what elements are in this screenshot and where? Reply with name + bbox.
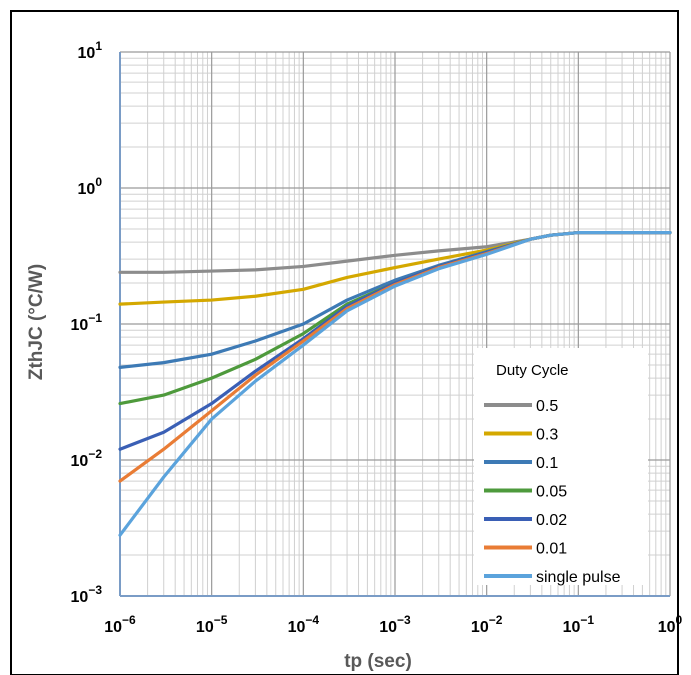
- y-tick-exponent: 0: [95, 175, 102, 189]
- y-tick-base: 10: [71, 589, 89, 606]
- x-tick-exponent: −1: [580, 613, 594, 627]
- x-tick-label: 10−1: [563, 613, 595, 636]
- x-tick-exponent: −4: [305, 613, 319, 627]
- y-tick-exponent: −2: [88, 447, 102, 461]
- x-tick-exponent: −6: [122, 613, 136, 627]
- legend-label-1: 0.3: [536, 427, 558, 444]
- legend-label-3: 0.05: [536, 484, 567, 501]
- legend-title: Duty Cycle: [496, 362, 569, 379]
- x-tick-exponent: −2: [489, 613, 503, 627]
- axes: [119, 52, 670, 597]
- x-tick-label: 10−3: [379, 613, 411, 636]
- legend-label-2: 0.1: [536, 455, 558, 472]
- x-tick-label: 10−2: [471, 613, 503, 636]
- series-line-6: [118, 230, 672, 537]
- y-tick-base: 10: [78, 45, 96, 62]
- x-tick-base: 10: [658, 619, 676, 636]
- x-tick-label: 10−5: [196, 613, 228, 636]
- legend-label-4: 0.02: [536, 512, 567, 529]
- x-tick-base: 10: [288, 619, 306, 636]
- y-tick-label: 10−2: [71, 447, 103, 470]
- y-tick-label: 10−3: [71, 583, 103, 606]
- y-tick-label: 10−1: [71, 311, 103, 334]
- x-tick-base: 10: [104, 619, 122, 636]
- y-axis-title: ZthJC (°C/W): [26, 264, 47, 380]
- x-tick-exponent: −3: [397, 613, 411, 627]
- x-tick-label: 10−6: [104, 613, 136, 636]
- tick-labels: 10−6 10−5 10−4 10−3 10−2 10−1 10010−310−210−11…: [71, 39, 683, 636]
- y-tick-base: 10: [71, 453, 89, 470]
- x-tick-exponent: −5: [214, 613, 228, 627]
- x-tick-base: 10: [379, 619, 397, 636]
- legend: Duty Cycle 0.5 0.3 0.1 0.05 0.02 0.01 single pu…: [474, 348, 648, 586]
- legend-label-5: 0.01: [536, 541, 567, 558]
- series-lines: [118, 230, 672, 537]
- y-tick-label: 100: [78, 175, 103, 198]
- y-tick-label: 101: [78, 39, 103, 62]
- y-tick-base: 10: [78, 181, 96, 198]
- x-tick-base: 10: [563, 619, 581, 636]
- legend-label-0: 0.5: [536, 398, 558, 415]
- y-tick-exponent: 1: [95, 39, 102, 53]
- x-axis-title: tp (sec): [344, 651, 412, 672]
- x-tick-exponent: 0: [676, 613, 683, 627]
- y-tick-exponent: −1: [88, 311, 102, 325]
- y-tick-base: 10: [71, 317, 89, 334]
- x-tick-label: 10−4: [288, 613, 320, 636]
- y-tick-exponent: −3: [88, 583, 102, 597]
- x-tick-base: 10: [196, 619, 214, 636]
- x-tick-label: 100: [658, 613, 683, 636]
- x-tick-base: 10: [471, 619, 489, 636]
- legend-label-6: single pulse: [536, 569, 621, 586]
